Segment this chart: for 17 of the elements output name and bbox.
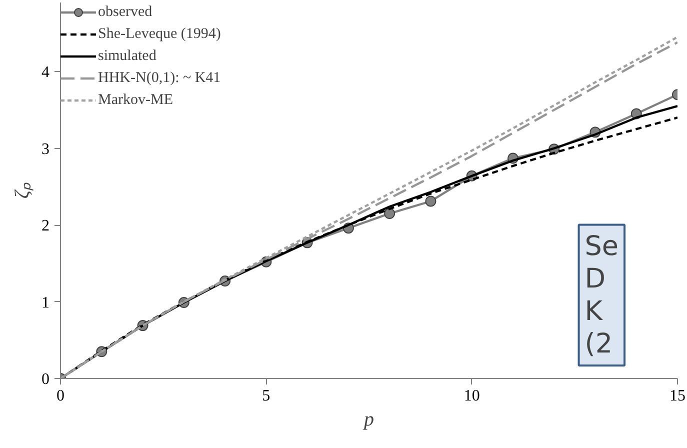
- y-tick-label: 1: [42, 294, 50, 312]
- x-tick-label: 5: [262, 388, 270, 404]
- y-tick-label: 0: [42, 371, 50, 388]
- legend-label: Markov-ME: [98, 92, 173, 108]
- x-axis-title: p: [362, 408, 374, 430]
- legend-label: simulated: [98, 48, 156, 64]
- y-tick-label: 2: [42, 218, 50, 235]
- legend-label: HHK-N(0,1): ~ K41: [98, 70, 221, 86]
- x-tick-label: 10: [464, 388, 480, 404]
- legend-label: observed: [98, 4, 152, 20]
- y-tick-label: 4: [42, 64, 50, 82]
- x-tick-label: 0: [56, 388, 64, 404]
- legend-label: She-Leveque (1994): [98, 26, 221, 42]
- y-tick-label: 3: [42, 140, 50, 158]
- x-tick-label: 15: [670, 388, 686, 404]
- annotation: Se D K (2: [584, 230, 619, 360]
- y-axis-title: ζₚ: [12, 181, 34, 199]
